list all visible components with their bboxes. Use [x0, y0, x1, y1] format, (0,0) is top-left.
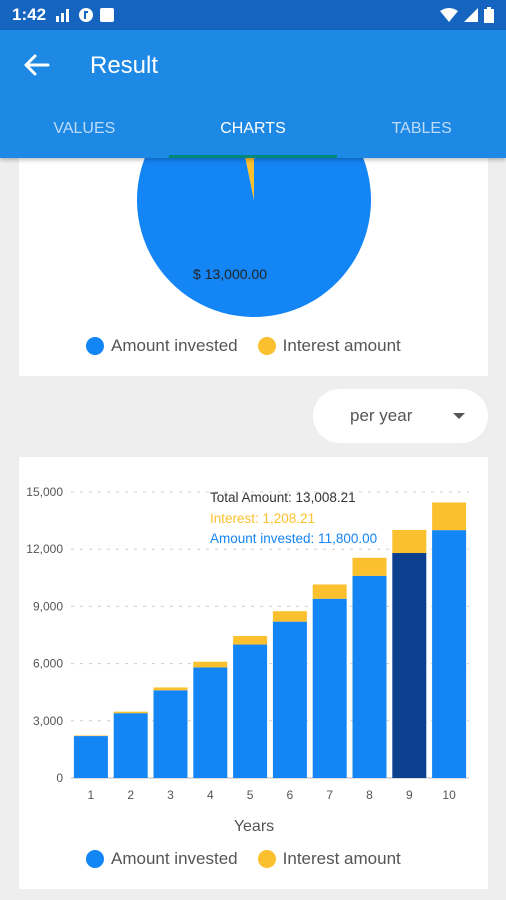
dropdown-arrow-icon — [453, 413, 465, 419]
app-notification-icon — [79, 8, 94, 22]
x-tick-label: 3 — [167, 788, 174, 802]
tab-indicator — [169, 155, 337, 158]
x-tick-label: 10 — [442, 788, 456, 802]
legend-dot-interest — [257, 337, 276, 355]
status-bar: 1:42 — [0, 0, 506, 30]
bar-legend-label-invested: Amount invested — [111, 849, 238, 868]
bar-chart-card: 0 3,000 6,000 9,000 12,000 15,000 1 2 3 4 5 6 7 8 9 10… — [19, 457, 488, 889]
y-tick-label: 0 — [56, 771, 63, 785]
x-tick-label: 8 — [366, 788, 373, 802]
bar-invested[interactable] — [312, 598, 347, 778]
tooltip-interest: Interest: 1,208.21 — [210, 511, 315, 526]
back-arrow-icon[interactable] — [18, 50, 54, 80]
legend-label-invested: Amount invested — [111, 336, 238, 355]
x-tick-label: 6 — [287, 788, 294, 802]
cell-signal-icon — [464, 8, 478, 22]
bar-interest[interactable] — [73, 735, 108, 737]
x-tick-label: 5 — [247, 788, 254, 802]
tab-values[interactable]: VALUES — [53, 120, 116, 137]
bar-interest[interactable] — [193, 661, 228, 668]
pie-chart-card: $ 13,000.00 Amount invested Interest amo… — [19, 82, 488, 376]
bar-legend-item-invested: Amount invested — [86, 849, 238, 869]
legend-label-interest: Interest amount — [282, 336, 401, 355]
bar-chart[interactable]: 0 3,000 6,000 9,000 12,000 15,000 1 2 3 4 5 6 7 8 9 10… — [19, 457, 488, 842]
bar-legend: Amount invested Interest amount — [86, 849, 421, 869]
bar-interest[interactable] — [272, 611, 307, 622]
bar-interest[interactable] — [392, 529, 427, 554]
tooltip-invested: Amount invested: 11,800.00 — [210, 531, 377, 546]
bar-invested[interactable] — [392, 553, 427, 778]
app-bar: Result VALUES CHARTS TABLES — [0, 30, 506, 158]
bar-invested[interactable] — [113, 713, 148, 778]
bar-legend-dot-interest — [257, 850, 276, 868]
bar-interest[interactable] — [432, 502, 467, 531]
x-tick-label: 1 — [88, 788, 95, 802]
pie-legend: Amount invested Interest amount — [86, 336, 421, 356]
bar-legend-item-interest: Interest amount — [257, 849, 401, 869]
tab-tables[interactable]: TABLES — [391, 120, 452, 137]
bar-interest[interactable] — [113, 711, 148, 714]
bar-invested[interactable] — [432, 530, 467, 778]
x-tick-label: 2 — [127, 788, 134, 802]
x-tick-label: 7 — [326, 788, 333, 802]
legend-dot-invested — [86, 337, 104, 355]
x-axis-label: Years — [234, 818, 274, 835]
bar-legend-label-interest: Interest amount — [282, 849, 401, 868]
battery-icon — [484, 7, 494, 23]
sd-card-icon — [100, 8, 115, 22]
tab-bar: VALUES CHARTS TABLES — [0, 112, 506, 158]
bar-interest[interactable] — [352, 557, 387, 576]
pie-slice-label: $ 13,000.00 — [193, 266, 267, 282]
bar-tooltip: Total Amount: 13,008.21 Interest: 1,208.… — [210, 490, 377, 546]
bar-interest[interactable] — [233, 635, 268, 645]
legend-item-interest: Interest amount — [257, 336, 401, 356]
bar-invested[interactable] — [153, 690, 188, 778]
wifi-icon — [440, 8, 458, 22]
x-tick-label: 4 — [207, 788, 214, 802]
page-title: Result — [90, 52, 159, 79]
bar-legend-dot-invested — [86, 850, 104, 868]
bar-invested[interactable] — [193, 667, 228, 778]
bar-interest[interactable] — [312, 584, 347, 599]
tab-charts[interactable]: CHARTS — [220, 120, 286, 137]
status-time: 1:42 — [12, 5, 47, 24]
bar-invested[interactable] — [352, 575, 387, 778]
y-tick-label: 15,000 — [26, 485, 63, 499]
bar-invested[interactable] — [73, 736, 108, 778]
y-tick-label: 6,000 — [33, 657, 63, 671]
signal-bars-icon — [56, 9, 70, 22]
tooltip-total: Total Amount: 13,008.21 — [210, 490, 356, 505]
period-select-value: per year — [350, 406, 413, 425]
bar-invested[interactable] — [272, 621, 307, 778]
x-tick-label: 9 — [406, 788, 413, 802]
bar-invested[interactable] — [233, 644, 268, 778]
y-tick-label: 9,000 — [33, 599, 63, 613]
y-tick-label: 3,000 — [33, 714, 63, 728]
period-select[interactable]: per year — [313, 389, 488, 443]
bar-interest[interactable] — [153, 687, 188, 691]
legend-item-invested: Amount invested — [86, 336, 238, 356]
y-tick-label: 12,000 — [26, 542, 63, 556]
